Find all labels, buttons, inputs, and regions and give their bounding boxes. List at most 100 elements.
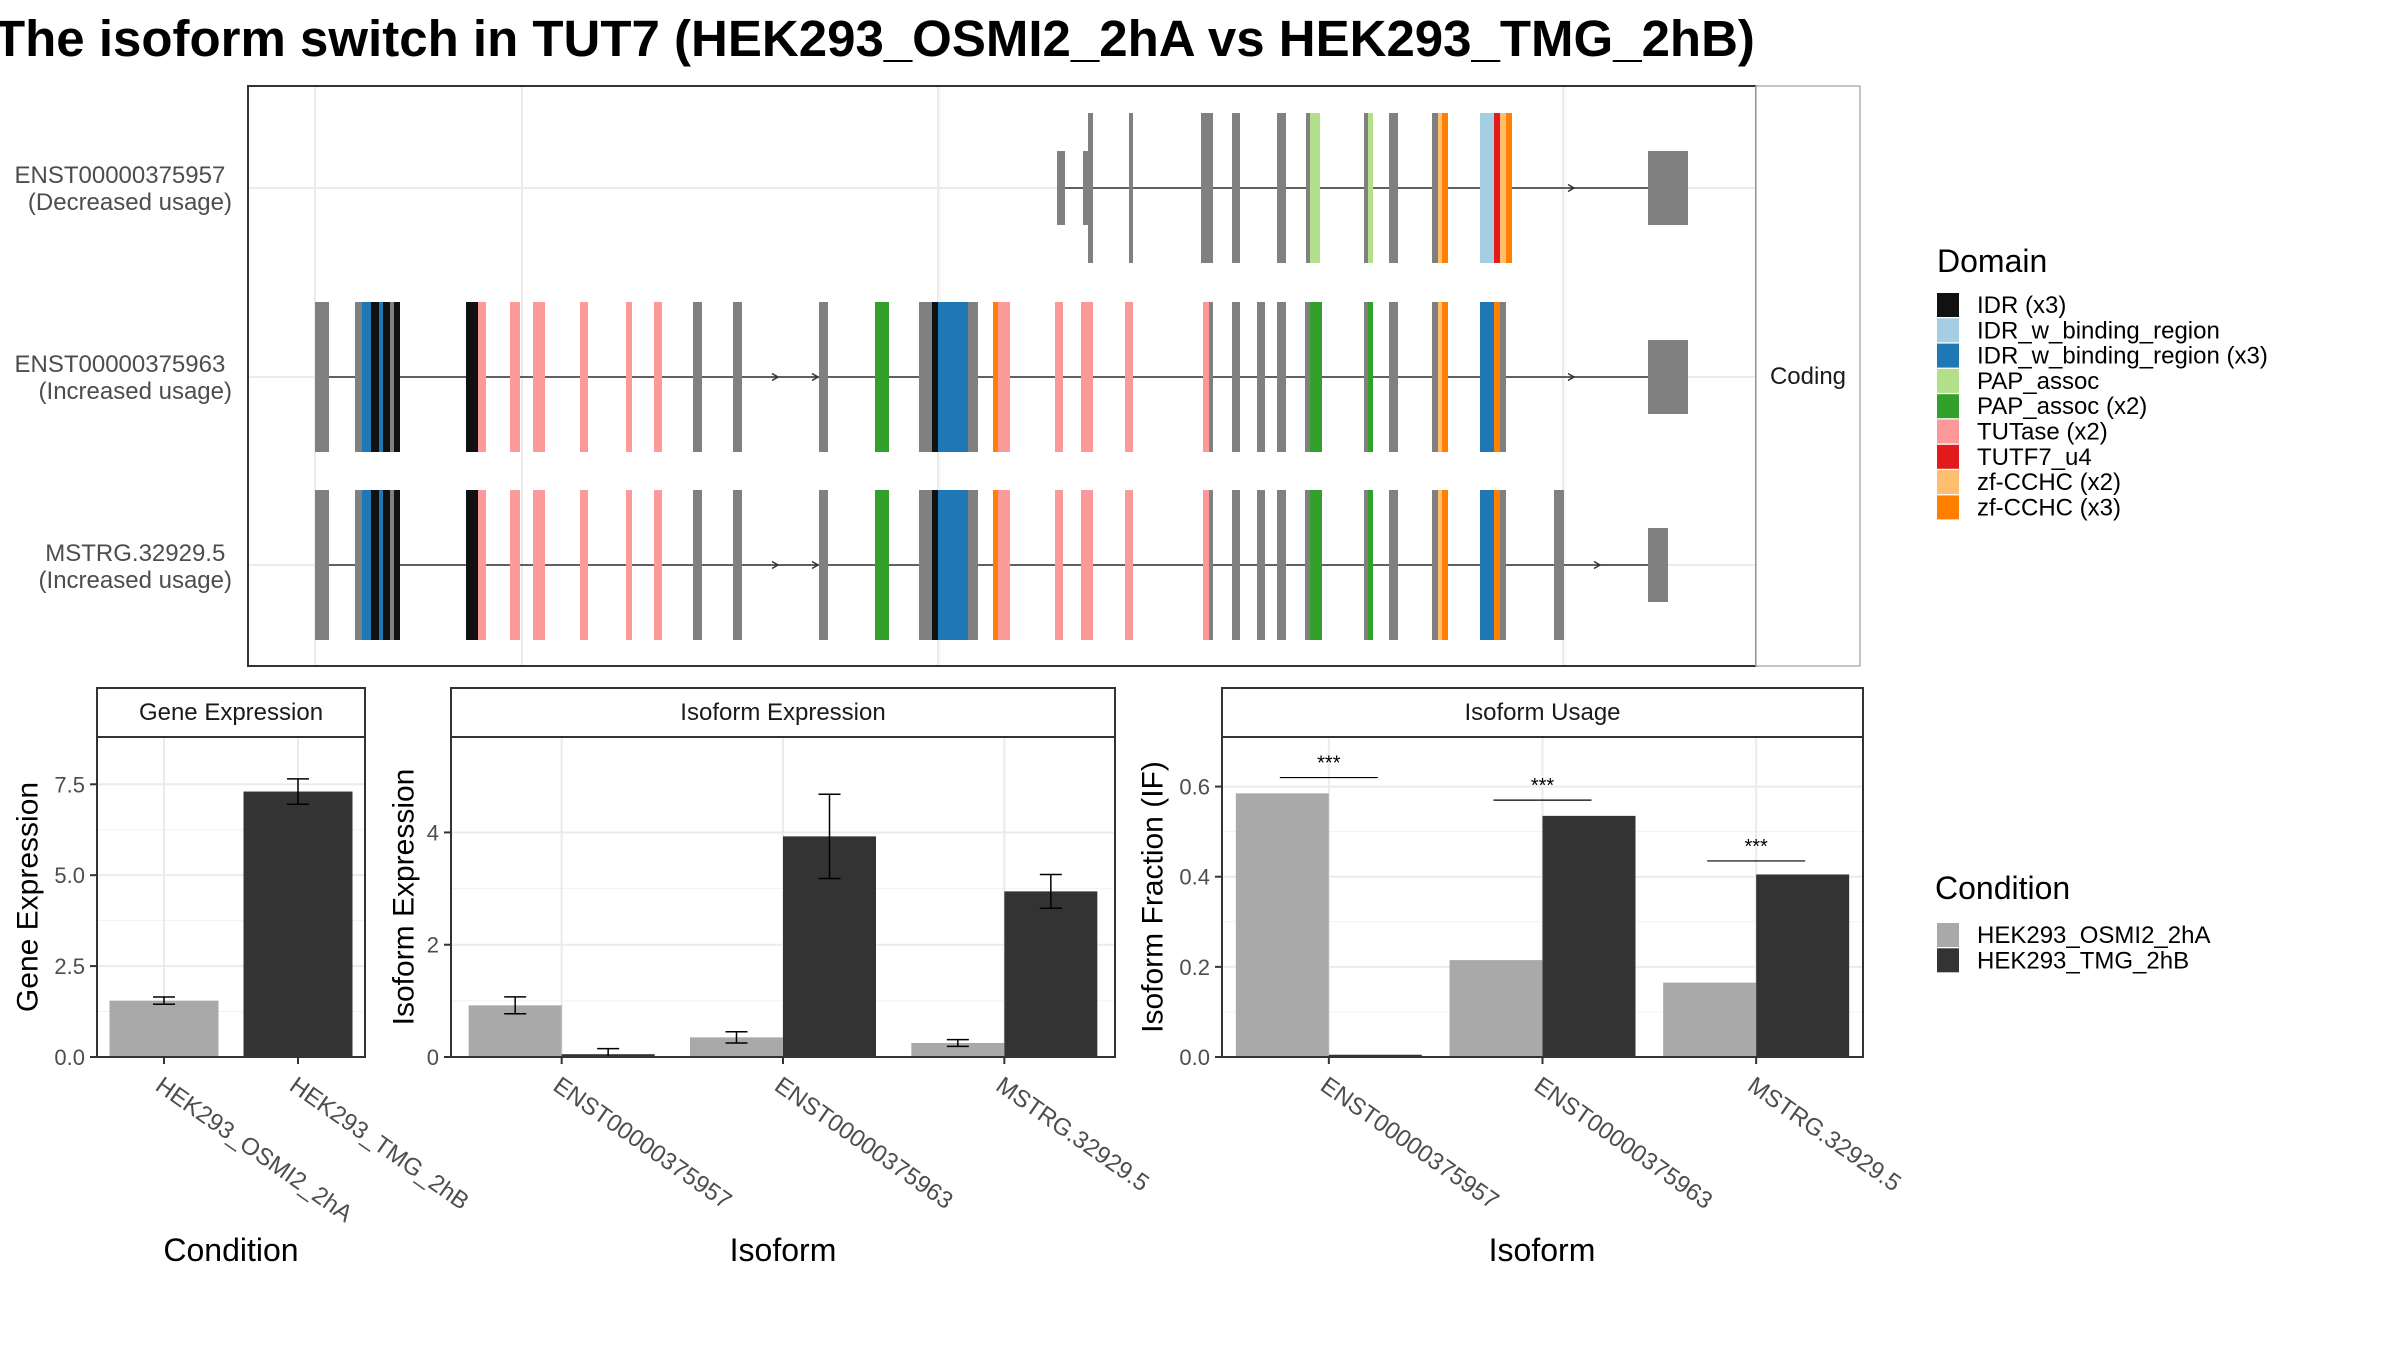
domain-legend-key xyxy=(1937,343,1959,368)
exon-segment xyxy=(1494,113,1500,263)
domain-legend-items: IDR (x3)IDR_w_binding_regionIDR_w_bindin… xyxy=(1937,292,2268,521)
exon-segment xyxy=(993,490,998,640)
condition-legend-title: Condition xyxy=(1935,870,2070,906)
transcript-label-2: MSTRG.32929.5 (Increased usage) xyxy=(39,540,232,594)
exon-segment xyxy=(875,302,889,452)
domain-legend-key xyxy=(1937,318,1959,343)
bar-HEK293_OSMI2_2hA xyxy=(1663,982,1757,1057)
y-axis-title: Isoform Fraction (IF) xyxy=(1137,761,1170,1033)
strand-arrow xyxy=(771,560,780,570)
significance-label: *** xyxy=(1317,753,1341,775)
exon-segment xyxy=(478,490,486,640)
exon-segment xyxy=(1500,302,1506,452)
bar-HEK293_OSMI2_2hA xyxy=(1235,793,1329,1057)
exon-segment xyxy=(1055,490,1063,640)
exon-segment xyxy=(1494,490,1500,640)
exon-segment xyxy=(371,490,379,640)
strand-arrow xyxy=(811,372,820,382)
facet-strip-label: Gene Expression xyxy=(139,699,323,726)
transcript-track-1 xyxy=(315,302,1688,452)
transcript-usage-0: (Decreased usage) xyxy=(28,189,232,216)
exon-segment xyxy=(1500,490,1506,640)
exon-segment xyxy=(1305,302,1310,452)
transcript-track-0 xyxy=(1057,113,1688,263)
exon-segment xyxy=(1480,113,1494,263)
bar-HEK293_OSMI2_2hA xyxy=(109,1000,219,1057)
facet-strip xyxy=(1221,687,1864,738)
x-tick-label: ENST00000375957 xyxy=(548,1072,736,1215)
strand-arrow xyxy=(1567,183,1576,193)
facet-strip xyxy=(450,687,1116,738)
exon-segment xyxy=(383,490,390,640)
y-tick-label: 0.2 xyxy=(1179,955,1210,980)
condition-legend-key xyxy=(1937,923,1959,947)
exon-segment xyxy=(733,302,742,452)
isoform-usage-chart: *** *** *** Isoform Usage 0.0 0.2 0.4 0.6 ENST00… xyxy=(1137,687,1906,1268)
exon-segment xyxy=(1257,490,1265,640)
exon-segment xyxy=(875,490,889,640)
exon-segment xyxy=(383,302,390,452)
domain-legend-label: PAP_assoc xyxy=(1977,368,2099,395)
facet-strip-label: Isoform Usage xyxy=(1464,699,1620,726)
utr-segment xyxy=(1083,151,1090,225)
exon-segment xyxy=(1306,113,1310,263)
y-tick-label: 0.4 xyxy=(1179,865,1210,890)
exon-segment xyxy=(919,302,932,452)
exon-segment xyxy=(968,302,978,452)
transcript-id-0: ENST00000375957 xyxy=(14,162,225,189)
exon-segment xyxy=(1364,490,1368,640)
exon-segment xyxy=(1442,302,1448,452)
domain-legend-label: IDR (x3) xyxy=(1977,292,2066,319)
exon-segment xyxy=(1125,302,1133,452)
facet-strip xyxy=(96,687,366,738)
exon-segment xyxy=(938,302,946,452)
x-axis-title: Isoform xyxy=(730,1232,837,1268)
exon-segment xyxy=(626,490,632,640)
exon-segment xyxy=(371,302,379,452)
exon-segment xyxy=(1201,113,1213,263)
exon-segment xyxy=(379,302,383,452)
domain-legend-label: zf-CCHC (x2) xyxy=(1977,469,2121,496)
exon-segment xyxy=(733,490,742,640)
x-axis-title: Condition xyxy=(163,1232,298,1268)
bar-HEK293_TMG_2hB xyxy=(243,791,353,1057)
exon-segment xyxy=(1232,302,1240,452)
exon-segment xyxy=(1081,490,1093,640)
domain-legend-key xyxy=(1937,419,1959,444)
y-tick-label: 0.0 xyxy=(1179,1045,1210,1070)
transcript-usage-1: (Increased usage) xyxy=(39,378,232,405)
exon-segment xyxy=(1389,302,1398,452)
exon-segment xyxy=(379,490,383,640)
exon-segment xyxy=(1088,113,1093,263)
significance-label: *** xyxy=(1744,836,1768,858)
y-axis-title: Gene Expression xyxy=(12,782,45,1012)
exon-segment xyxy=(1432,113,1438,263)
exon-segment xyxy=(932,302,938,452)
exon-segment xyxy=(693,490,702,640)
transcript-track-2 xyxy=(315,490,1668,640)
exon-segment xyxy=(1232,113,1240,263)
bar-HEK293_OSMI2_2hA xyxy=(911,1042,1005,1057)
exon-segment xyxy=(1277,302,1286,452)
transcript-label-1: ENST00000375963 (Increased usage) xyxy=(14,351,232,405)
condition-legend-label: HEK293_TMG_2hB xyxy=(1977,947,2189,974)
strand-arrow xyxy=(771,372,780,382)
transcript-id-2: MSTRG.32929.5 xyxy=(45,540,225,567)
strand-arrow xyxy=(811,560,820,570)
exon-segment xyxy=(510,490,520,640)
exon-segment xyxy=(394,490,400,640)
transcript-usage-2: (Increased usage) xyxy=(39,567,232,594)
exon-segment xyxy=(1506,113,1512,263)
domain-legend-key xyxy=(1937,293,1959,317)
exon-segment xyxy=(946,302,968,452)
domain-legend-label: zf-CCHC (x3) xyxy=(1977,494,2121,521)
exon-segment xyxy=(1129,113,1133,263)
utr-segment xyxy=(1648,340,1688,414)
significance-label: *** xyxy=(1531,775,1555,797)
exon-segment xyxy=(1432,490,1438,640)
exon-segment xyxy=(1081,302,1093,452)
domain-legend-label: TUTase (x2) xyxy=(1977,419,2108,446)
exon-segment xyxy=(1277,490,1286,640)
exon-segment xyxy=(626,302,632,452)
